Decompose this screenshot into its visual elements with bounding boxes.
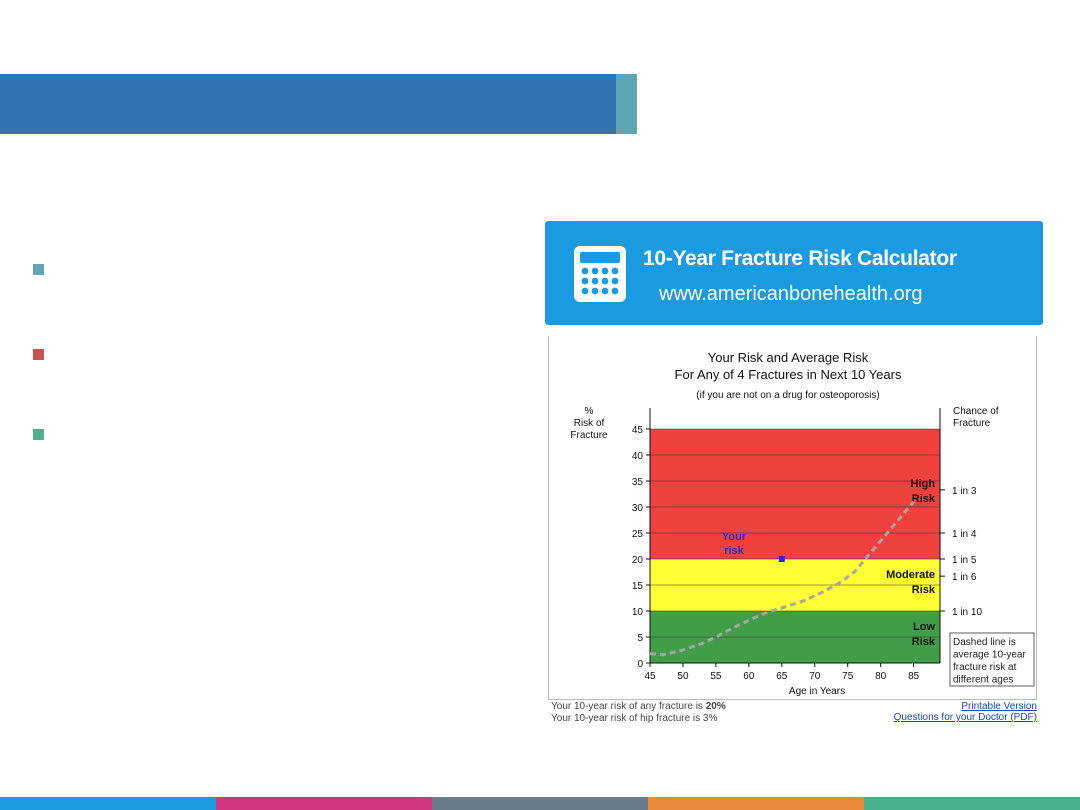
bottom-color-bar <box>0 797 1080 810</box>
y-axis-title-line: Risk of <box>574 418 605 429</box>
risk-zone-3 <box>650 429 940 559</box>
right-tick-label: 1 in 6 <box>952 572 977 583</box>
hip-fracture-risk-text: Your 10-year risk of hip fracture is 3% <box>551 713 718 724</box>
title-accent-block <box>616 74 637 134</box>
bottom-bar-segment-5 <box>864 797 1080 810</box>
calculator-title: 10-Year Fracture Risk Calculator <box>643 247 957 270</box>
y-tick-label: 30 <box>632 503 644 514</box>
y-tick-label: 35 <box>632 477 644 488</box>
y-tick-label: 10 <box>632 607 644 618</box>
right-tick-label: 1 in 5 <box>952 555 977 566</box>
legend-note-line: different ages <box>953 675 1013 686</box>
y-axis-title-line: % <box>585 406 594 417</box>
right-tick-label: 1 in 4 <box>952 529 977 540</box>
x-tick-label: 45 <box>644 671 656 682</box>
legend-note-box <box>949 632 1035 687</box>
y-tick-label: 20 <box>632 555 644 566</box>
any-fracture-risk-value: 20% <box>705 701 726 712</box>
bottom-bar-segment-3 <box>432 797 648 810</box>
your-risk-label-line: Your <box>722 531 747 543</box>
zone-label-line: High <box>911 478 936 490</box>
title-band <box>0 74 616 134</box>
calculator-url[interactable]: www.americanbonehealth.org <box>659 283 923 305</box>
y-tick-label: 25 <box>632 529 644 540</box>
y-tick-label: 40 <box>632 451 644 462</box>
calculator-banner[interactable]: 10-Year Fracture Risk Calculator www.ame… <box>545 221 1043 325</box>
bullet-marker-1 <box>33 264 44 275</box>
y-tick-label: 15 <box>632 581 644 592</box>
bottom-bar-segment-4 <box>648 797 864 810</box>
right-tick-label: 1 in 10 <box>952 607 982 618</box>
chart-subtitle: For Any of 4 Fractures in Next 10 Years <box>675 367 902 382</box>
legend-note-line: fracture risk at <box>953 662 1017 673</box>
zone-label-line: Risk <box>912 493 936 505</box>
bottom-bar-segment-2 <box>216 797 432 810</box>
zone-label-line: Risk <box>912 636 936 648</box>
questions-pdf-link[interactable]: Questions for your Doctor (PDF) <box>893 712 1037 723</box>
x-axis-title: Age in Years <box>789 686 845 697</box>
x-tick-label: 85 <box>908 671 920 682</box>
y-tick-label: 5 <box>637 633 643 644</box>
average-risk-line-1 <box>649 500 915 657</box>
x-tick-label: 70 <box>809 671 821 682</box>
x-tick-label: 50 <box>677 671 689 682</box>
any-fracture-risk-prefix: Your 10-year risk of any fracture is <box>551 701 706 712</box>
x-tick-label: 55 <box>710 671 722 682</box>
bottom-bar-segment-1 <box>0 797 216 810</box>
y-tick-label: 45 <box>632 425 644 436</box>
x-tick-label: 65 <box>776 671 788 682</box>
printable-version-link[interactable]: Printable Version <box>961 701 1037 712</box>
right-axis-title-line: Chance of <box>953 406 999 417</box>
bullet-marker-3 <box>33 429 44 440</box>
right-axis-title-line: Fracture <box>953 418 991 429</box>
y-axis-title-line: Fracture <box>570 430 608 441</box>
risk-chart-panel: Your Risk and Average Risk For Any of 4 F… <box>548 336 1037 700</box>
your-risk-marker <box>778 556 785 562</box>
legend-note-line: Dashed line is <box>953 637 1016 648</box>
your-risk-label-line: risk <box>724 545 744 557</box>
zone-label-line: Risk <box>912 584 936 596</box>
y-tick-label: 0 <box>637 659 643 670</box>
right-tick-label: 1 in 3 <box>952 486 977 497</box>
chart-title: Your Risk and Average Risk <box>708 350 869 365</box>
calculator-icon <box>574 246 626 302</box>
legend-note-line: average 10-year <box>953 650 1026 661</box>
x-tick-label: 75 <box>842 671 854 682</box>
any-fracture-risk-text: Your 10-year risk of any fracture is 20% <box>551 701 726 712</box>
x-tick-label: 80 <box>875 671 887 682</box>
zone-label-line: Moderate <box>886 569 935 581</box>
zone-label-line: Low <box>913 621 935 633</box>
risk-chart: Your Risk and Average Risk For Any of 4 F… <box>570 350 1035 697</box>
bullet-marker-2 <box>33 349 44 360</box>
x-tick-label: 60 <box>743 671 755 682</box>
chart-note: (if you are not on a drug for osteoporos… <box>696 390 879 401</box>
